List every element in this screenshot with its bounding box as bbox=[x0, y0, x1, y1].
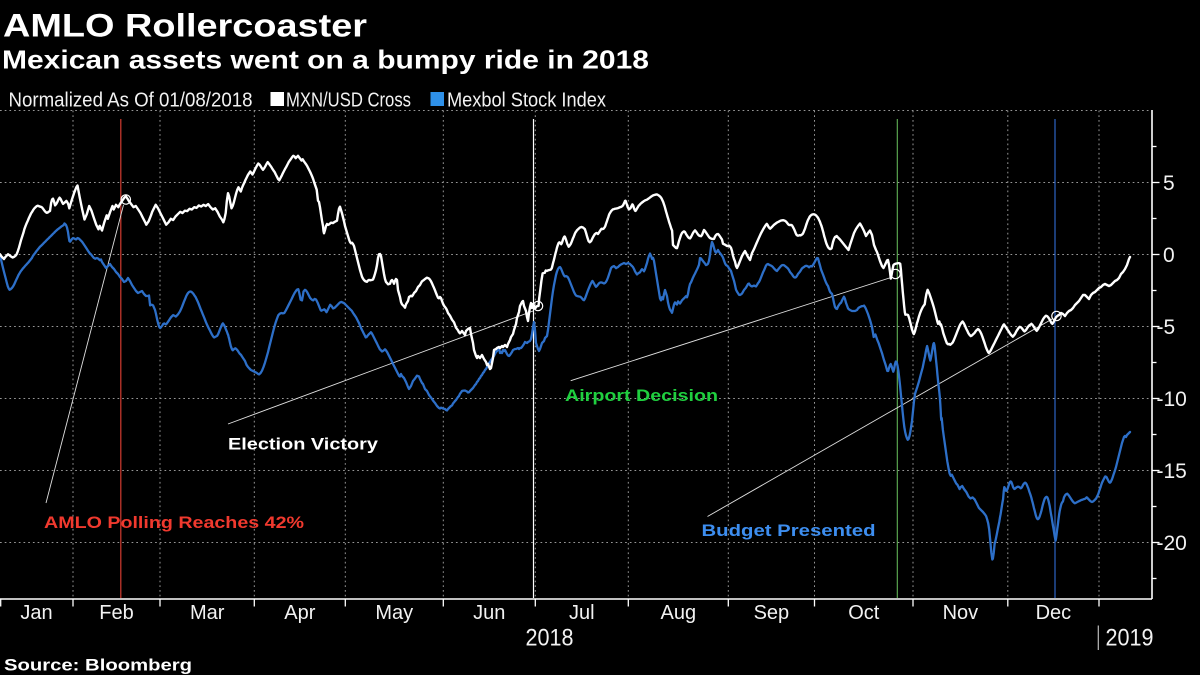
svg-text:Airport Decision: Airport Decision bbox=[565, 386, 718, 405]
svg-text:Oct: Oct bbox=[848, 602, 880, 624]
svg-text:Dec: Dec bbox=[1036, 602, 1072, 624]
svg-text:-15: -15 bbox=[1157, 460, 1187, 483]
svg-text:2018: 2018 bbox=[526, 625, 574, 652]
svg-text:2019: 2019 bbox=[1106, 625, 1154, 652]
svg-text:Normalized As Of 01/08/2018: Normalized As Of 01/08/2018 bbox=[9, 90, 253, 112]
svg-text:Jul: Jul bbox=[569, 602, 595, 624]
svg-text:0: 0 bbox=[1163, 244, 1175, 267]
svg-text:AMLO Polling Reaches 42%: AMLO Polling Reaches 42% bbox=[44, 513, 304, 532]
svg-text:Mar: Mar bbox=[190, 602, 225, 624]
svg-text:AMLO Rollercoaster: AMLO Rollercoaster bbox=[3, 8, 367, 44]
svg-text:Source: Bloomberg: Source: Bloomberg bbox=[4, 656, 192, 675]
svg-text:Feb: Feb bbox=[99, 602, 133, 624]
svg-text:Election Victory: Election Victory bbox=[228, 435, 379, 454]
svg-text:Nov: Nov bbox=[943, 602, 979, 624]
svg-text:Mexbol Stock Index: Mexbol Stock Index bbox=[447, 90, 606, 112]
svg-text:5: 5 bbox=[1163, 172, 1175, 195]
svg-text:Jan: Jan bbox=[20, 602, 52, 624]
svg-text:Mexican assets went on a bumpy: Mexican assets went on a bumpy ride in 2… bbox=[2, 45, 649, 75]
svg-text:-10: -10 bbox=[1157, 388, 1187, 411]
svg-text:Sep: Sep bbox=[754, 602, 790, 624]
svg-text:Jun: Jun bbox=[473, 602, 505, 624]
svg-text:MXN/USD Cross: MXN/USD Cross bbox=[286, 90, 411, 112]
svg-text:-5: -5 bbox=[1157, 316, 1176, 339]
svg-text:-20: -20 bbox=[1157, 532, 1187, 555]
svg-text:Apr: Apr bbox=[284, 602, 315, 624]
svg-text:May: May bbox=[375, 602, 413, 624]
svg-text:Budget Presented: Budget Presented bbox=[702, 521, 876, 540]
svg-text:Aug: Aug bbox=[661, 602, 697, 624]
